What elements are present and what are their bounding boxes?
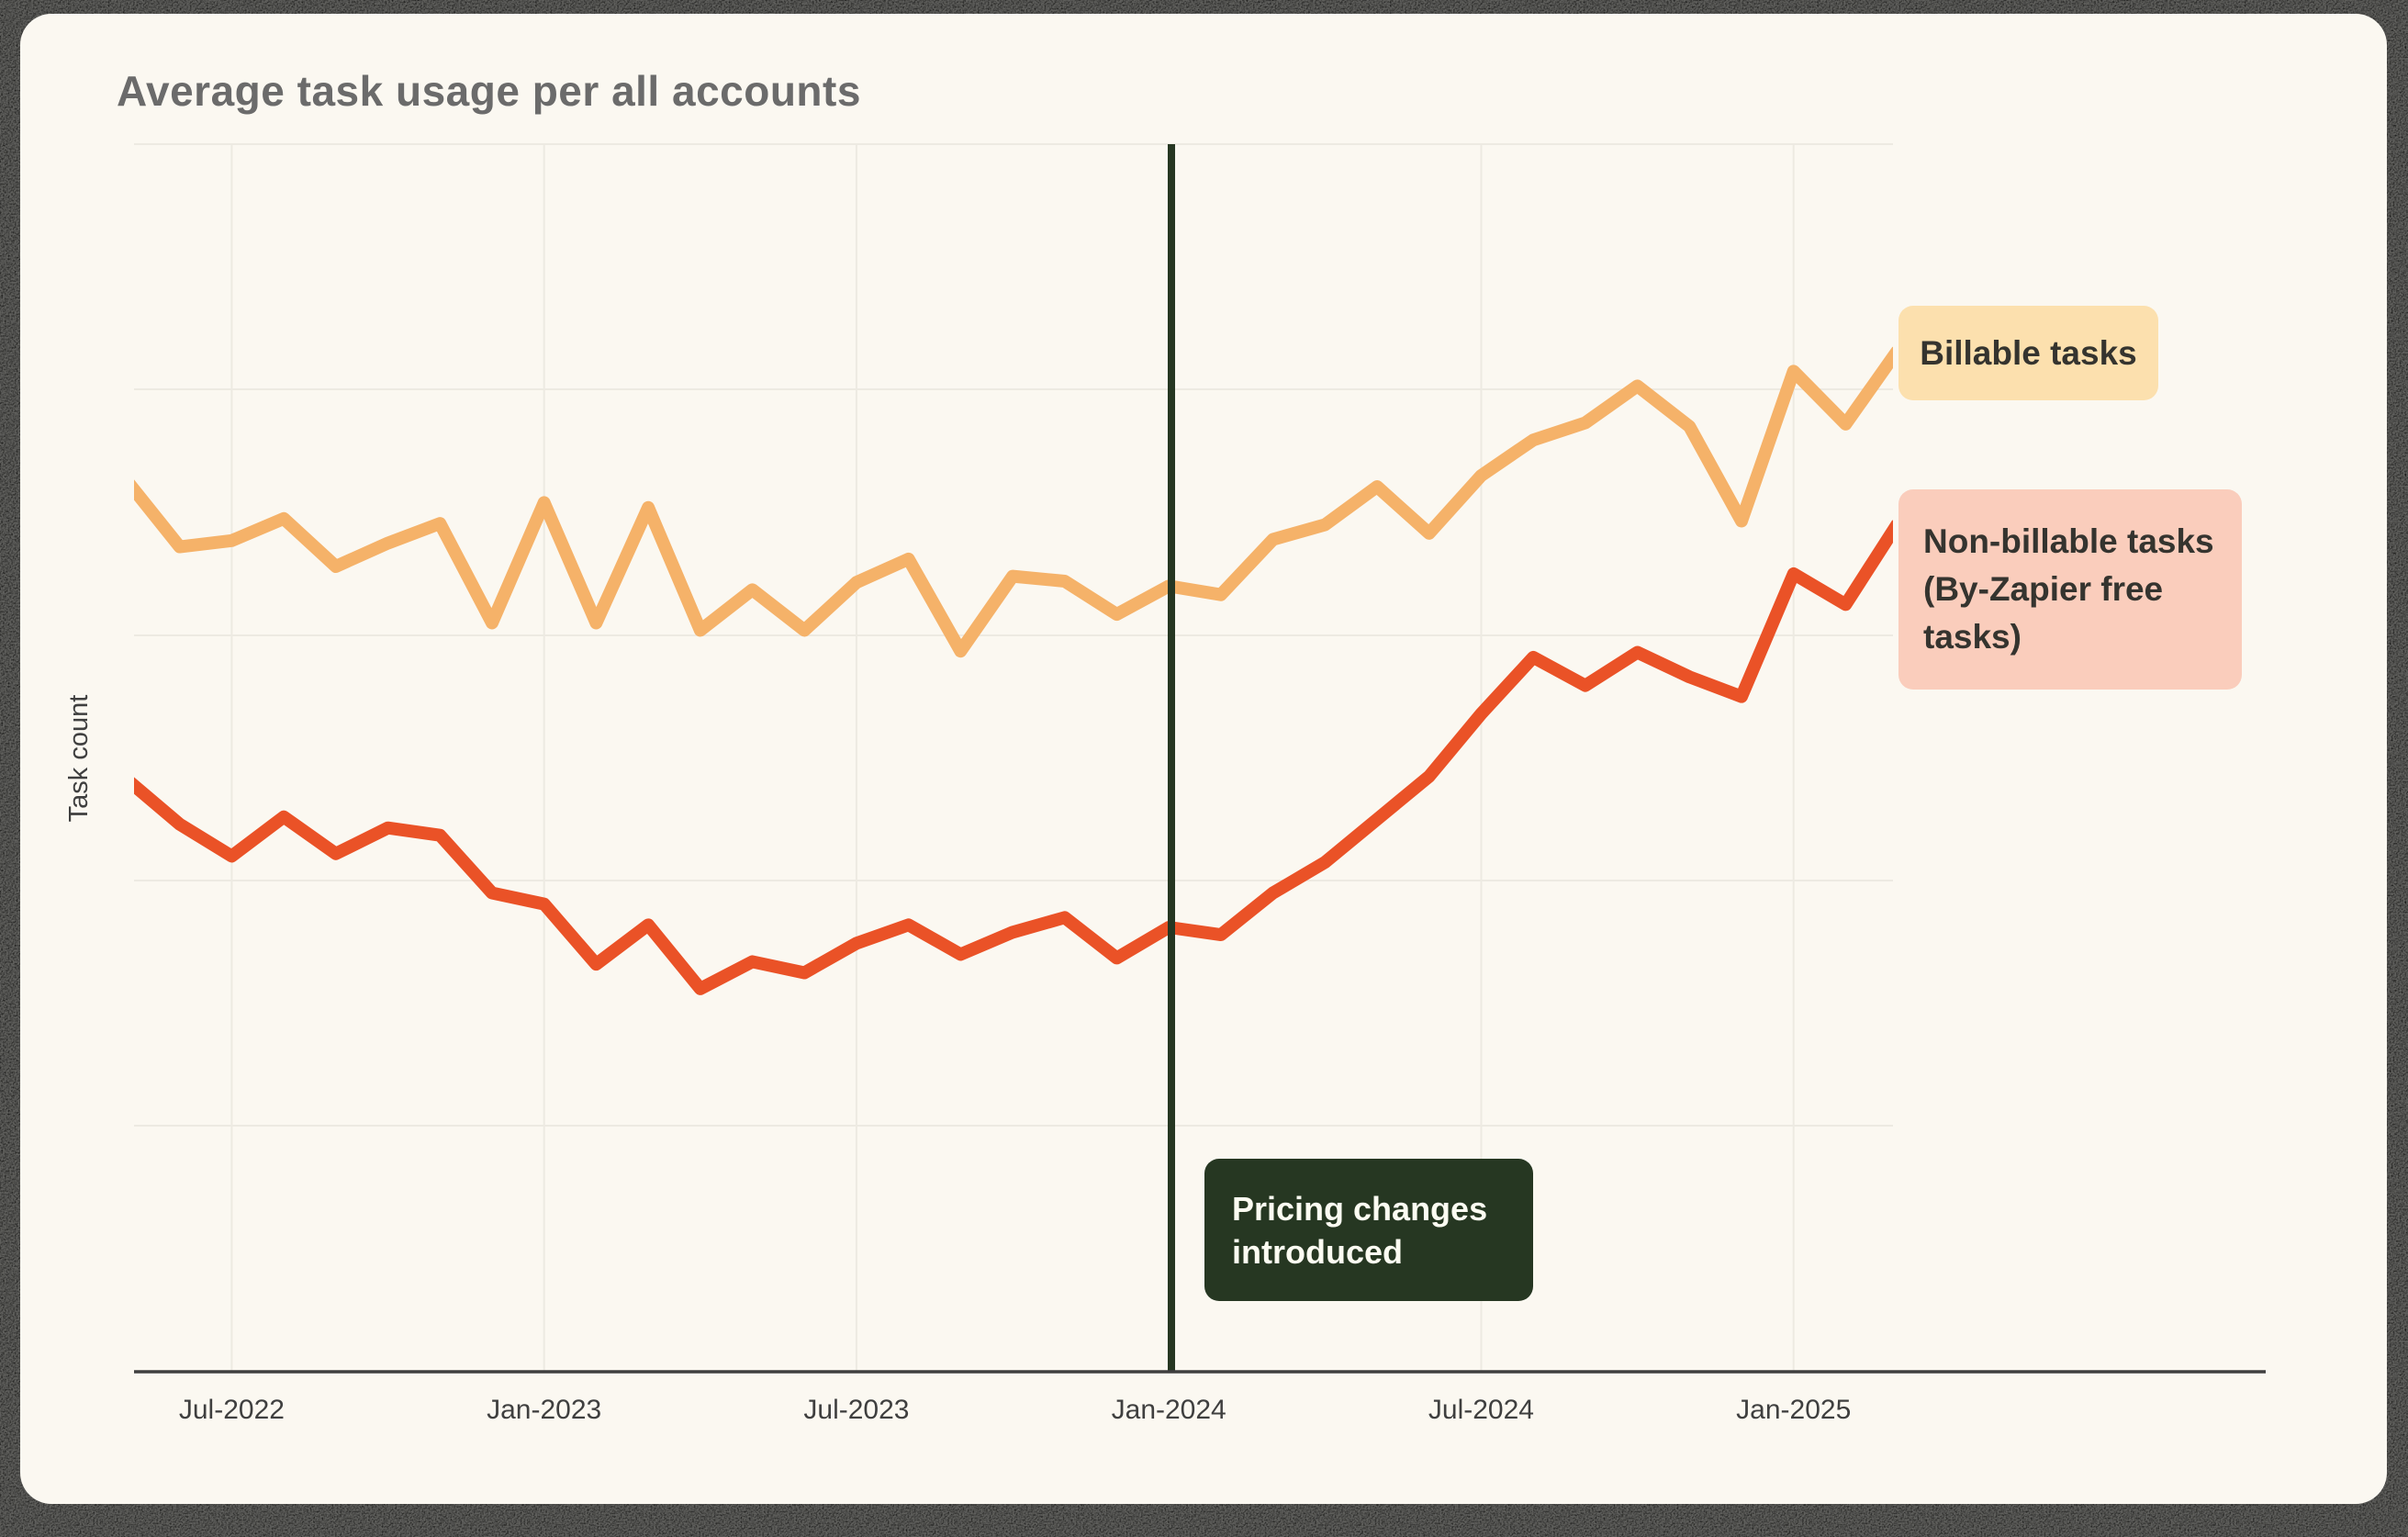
label-line: tasks) — [1923, 618, 2022, 656]
label-line: Non-billable tasks — [1923, 522, 2214, 560]
y-axis-label: Task count — [64, 695, 94, 823]
label-line: Pricing changes — [1232, 1189, 1488, 1228]
x-tick-label: Jan-2025 — [1736, 1395, 1851, 1425]
x-tick-label: Jul-2024 — [1428, 1395, 1534, 1425]
x-tick-label: Jan-2024 — [1112, 1395, 1226, 1425]
label-line: Billable tasks — [1920, 333, 2137, 372]
x-tick-label: Jul-2023 — [803, 1395, 909, 1425]
label-line: introduced — [1232, 1232, 1403, 1271]
label-line: (By-Zapier free — [1923, 570, 2164, 608]
billable-tasks-line — [134, 346, 1893, 658]
series-group — [134, 346, 1893, 995]
pricing-changes-annotation: Pricing changes introduced — [1204, 1159, 1533, 1301]
billable-tasks-legend-label: Billable tasks — [1898, 306, 2158, 400]
x-tick-label: Jul-2022 — [179, 1395, 285, 1425]
non-billable-tasks-line — [134, 520, 1893, 995]
x-tick-label: Jan-2023 — [487, 1395, 601, 1425]
non-billable-tasks-legend-label: Non-billable tasks (By-Zapier free tasks) — [1898, 489, 2242, 690]
chart-card: Average task usage per all accounts — [20, 14, 2387, 1504]
chart-title: Average task usage per all accounts — [117, 67, 861, 115]
